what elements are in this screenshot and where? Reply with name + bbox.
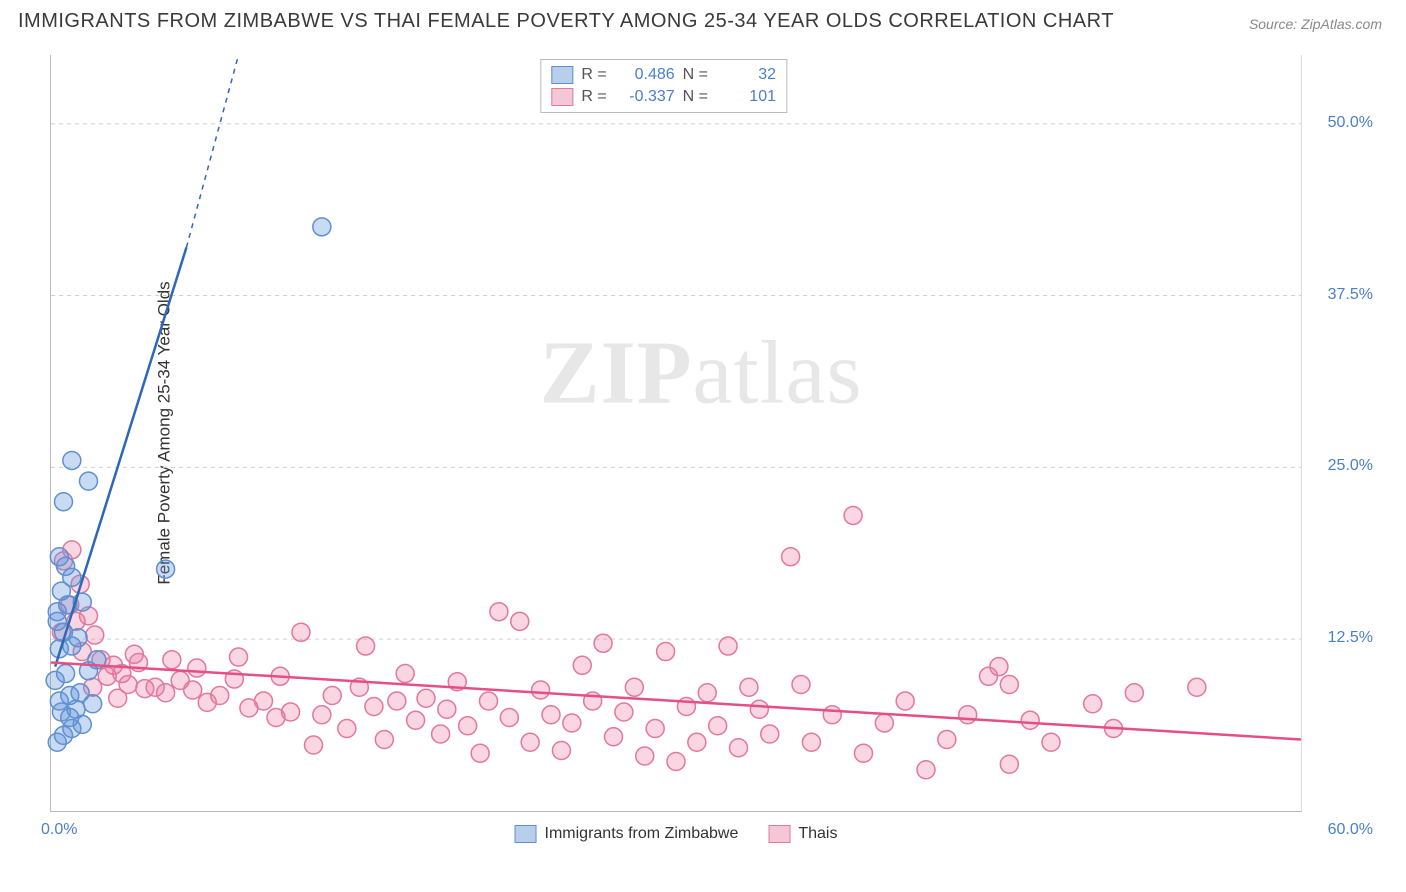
legend-label-1: Thais: [798, 825, 837, 843]
n-label-1: N =: [683, 88, 708, 106]
legend-bottom: Immigrants from Zimbabwe Thais: [515, 825, 838, 843]
swatch-thais-b: [768, 825, 790, 843]
y-tick-label: 12.5%: [1328, 629, 1373, 647]
legend-top: R = 0.486 N = 32 R = -0.337 N = 101: [540, 59, 787, 113]
swatch-zimbabwe-b: [515, 825, 537, 843]
x-max-label: 60.0%: [1328, 821, 1373, 839]
r-value-1: -0.337: [615, 88, 675, 106]
legend-label-0: Immigrants from Zimbabwe: [545, 825, 739, 843]
y-tick-label: 25.0%: [1328, 457, 1373, 475]
r-value-0: 0.486: [615, 66, 675, 84]
scatter-svg: [51, 55, 1301, 811]
swatch-thais: [551, 88, 573, 106]
n-label-0: N =: [683, 66, 708, 84]
legend-top-row-1: R = -0.337 N = 101: [551, 86, 776, 108]
chart-title: IMMIGRANTS FROM ZIMBABWE VS THAI FEMALE …: [18, 10, 1114, 33]
y-tick-label: 50.0%: [1328, 114, 1373, 132]
source-label: Source: ZipAtlas.com: [1249, 16, 1382, 32]
n-value-1: 101: [716, 88, 776, 106]
plot-container: Female Poverty Among 25-34 Year Olds ZIP…: [50, 55, 1382, 842]
legend-bottom-item-0: Immigrants from Zimbabwe: [515, 825, 739, 843]
n-value-0: 32: [716, 66, 776, 84]
legend-top-row-0: R = 0.486 N = 32: [551, 64, 776, 86]
legend-bottom-item-1: Thais: [768, 825, 837, 843]
y-tick-label: 37.5%: [1328, 286, 1373, 304]
r-label-1: R =: [581, 88, 606, 106]
r-label-0: R =: [581, 66, 606, 84]
x-min-label: 0.0%: [41, 821, 77, 839]
plot-area: Female Poverty Among 25-34 Year Olds ZIP…: [50, 55, 1302, 812]
swatch-zimbabwe: [551, 66, 573, 84]
